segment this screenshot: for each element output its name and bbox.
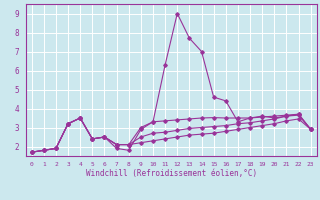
X-axis label: Windchill (Refroidissement éolien,°C): Windchill (Refroidissement éolien,°C) [86, 169, 257, 178]
